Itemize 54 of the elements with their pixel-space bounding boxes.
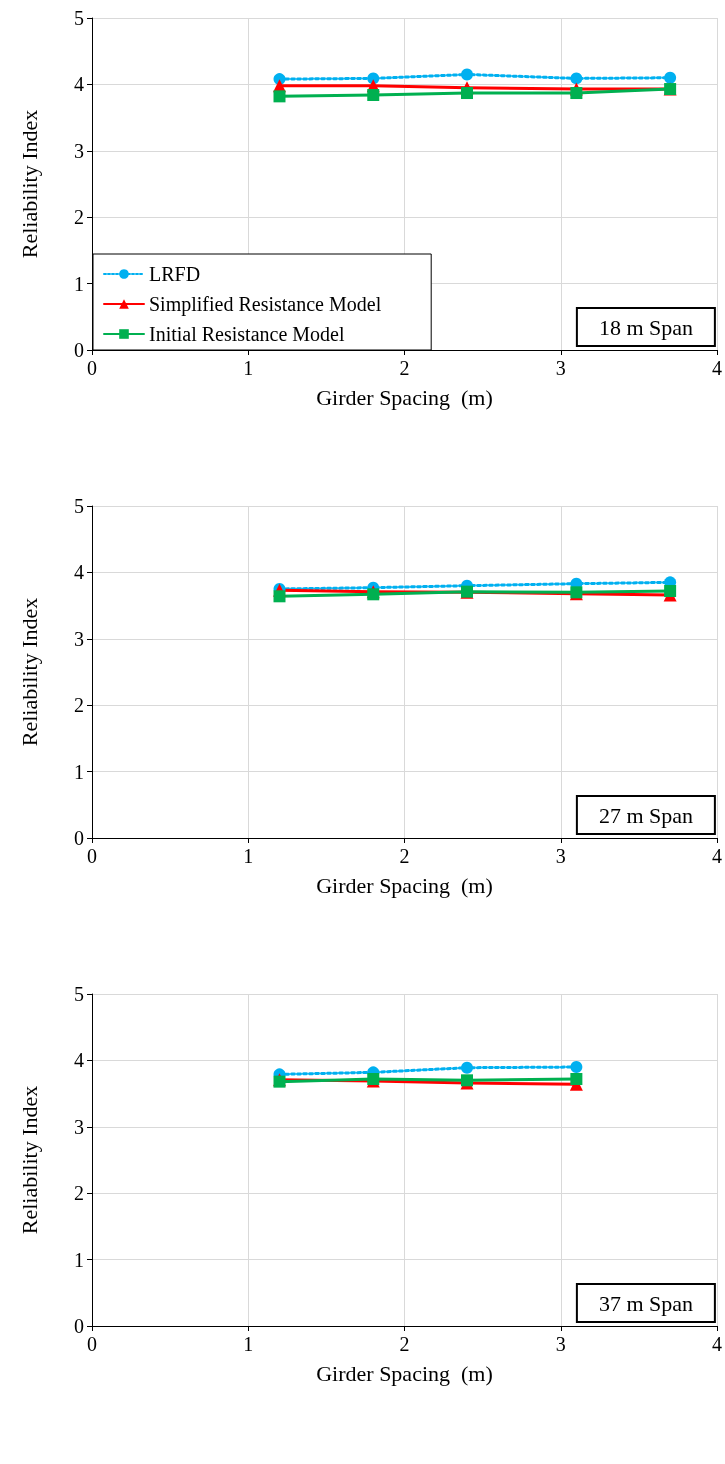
x-tick-label: 1 — [243, 357, 254, 379]
y-axis-title: Reliability Index — [16, 597, 42, 747]
y-tick-label: 3 — [74, 627, 84, 650]
point — [570, 1072, 583, 1085]
y-tick-label: 4 — [74, 73, 84, 96]
y-tick-label: 3 — [74, 139, 84, 162]
point — [461, 1061, 473, 1074]
legend-label: Simplified Resistance Model — [149, 293, 382, 316]
annotation: 18 m Span — [598, 314, 694, 340]
y-axis-title: Reliability Index — [16, 1085, 42, 1235]
point — [461, 87, 473, 100]
x-tick-label: 3 — [555, 845, 566, 867]
y-tick-label: 5 — [74, 7, 84, 29]
point — [367, 89, 380, 102]
y-tick-label: 2 — [74, 694, 84, 717]
annotation: 27 m Span — [598, 802, 694, 828]
y-tick-label: 4 — [74, 561, 84, 584]
point — [461, 68, 473, 81]
annotation: 37 m Span — [598, 1290, 694, 1316]
y-tick-label: 0 — [74, 1315, 84, 1337]
y-tick-label: 5 — [74, 983, 84, 1005]
x-tick-label: 4 — [712, 1333, 722, 1355]
y-tick-label: 0 — [74, 339, 84, 361]
x-tick-label: 2 — [399, 845, 410, 867]
legend-label: LRFD — [149, 263, 201, 285]
x-tick-label: 2 — [399, 1333, 410, 1355]
point — [570, 87, 583, 100]
x-axis-title: Girder Spacing (m) — [316, 872, 493, 898]
y-tick-label: 1 — [74, 760, 84, 783]
point — [273, 590, 286, 603]
x-tick-label: 3 — [555, 1333, 566, 1355]
x-tick-label: 2 — [399, 357, 410, 379]
x-tick-label: 3 — [555, 357, 566, 379]
y-tick-label: 1 — [74, 1248, 84, 1271]
x-tick-label: 4 — [712, 845, 722, 867]
y-axis-title: Reliability Index — [16, 109, 42, 259]
x-tick-label: 1 — [243, 845, 254, 867]
y-tick-label: 0 — [74, 827, 84, 849]
point — [570, 72, 583, 85]
y-tick-label: 5 — [74, 495, 84, 517]
y-tick-label: 2 — [74, 206, 84, 229]
point — [664, 71, 677, 84]
point — [570, 1061, 583, 1074]
y-tick-label: 3 — [74, 1115, 84, 1138]
legend-label: Initial Resistance Model — [149, 323, 345, 345]
y-tick-label: 4 — [74, 1049, 84, 1072]
y-tick-label: 2 — [74, 1182, 84, 1205]
x-axis-title: Girder Spacing (m) — [316, 384, 493, 410]
x-tick-label: 4 — [712, 357, 722, 379]
point — [664, 584, 677, 597]
point — [273, 90, 286, 103]
y-tick-label: 1 — [74, 272, 84, 295]
x-tick-label: 1 — [243, 1333, 254, 1355]
x-axis-title: Girder Spacing (m) — [316, 1360, 493, 1386]
